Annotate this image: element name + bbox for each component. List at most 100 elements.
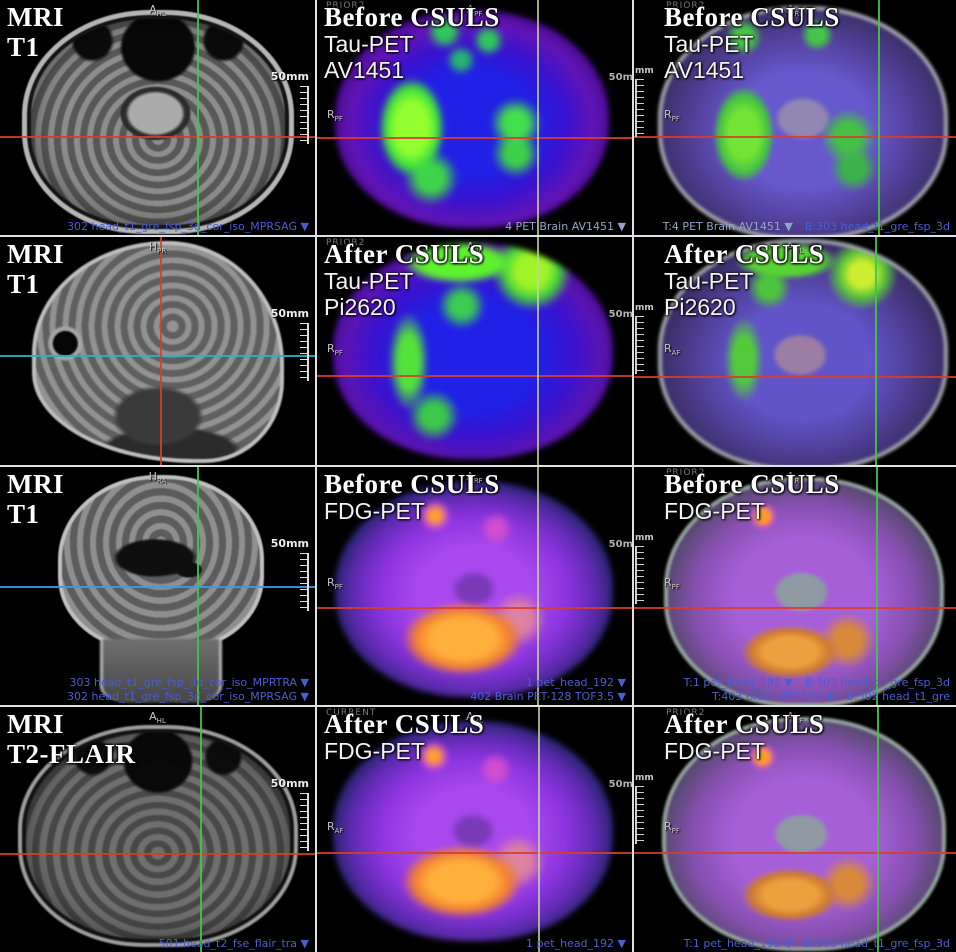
- crosshair-vertical[interactable]: [537, 0, 539, 235]
- series-selector[interactable]: 1 pet_head_192 ▼: [526, 676, 626, 689]
- orientation-marker-left: RPF: [664, 819, 680, 835]
- series-status: T:4 PET Brain AV1451 ▼ B:303 head_t1_gre_…: [663, 220, 950, 234]
- sequence-label: T1: [7, 32, 40, 63]
- series-status: T:1 pet_head_192 ▼ B:303 head_t1_gre_fsp_…: [684, 937, 950, 951]
- fdg-pet-image: [333, 721, 613, 941]
- crosshair-horizontal[interactable]: [634, 852, 956, 854]
- series-selector[interactable]: 402 Brain PET-128 TOF3.5 ▼: [470, 690, 626, 703]
- modality-label: FDG-PET: [324, 498, 425, 525]
- modality-label: Tau-PET: [324, 31, 414, 58]
- viewport-r2c3-tau-fusion-after[interactable]: After CSULS Tau-PET Pi2620 AHL RAF mm: [634, 237, 956, 467]
- crosshair-horizontal[interactable]: [634, 136, 956, 138]
- series-selector[interactable]: T:1 pet_head_192 ▼ B:303 head_t1_gre_fsp_…: [683, 937, 950, 950]
- scale-ruler: 50mm: [271, 70, 309, 144]
- crosshair-horizontal[interactable]: [317, 375, 632, 377]
- orientation-marker-left: RPF: [664, 576, 680, 592]
- condition-label: Before CSULS: [664, 469, 840, 499]
- panel-title: MRI T1: [7, 2, 64, 62]
- orientation-marker-top: HPR: [148, 240, 167, 256]
- orientation-marker-top: AHL: [149, 710, 166, 726]
- viewport-r1c3-tau-fusion-before[interactable]: PRIOR2 Before CSULS Tau-PET AV1451 ARF R…: [634, 0, 956, 237]
- series-selector[interactable]: 303 head_t1_gre_fsp_3d_cor_iso_MPRTRA ▼: [69, 676, 309, 689]
- tracer-label: Pi2620: [664, 293, 736, 320]
- scale-ruler: mm: [635, 533, 654, 604]
- viewport-r2c1-mri-t1-sagittal[interactable]: MRI T1 HPR 50mm: [0, 237, 317, 467]
- crosshair-vertical[interactable]: [875, 237, 877, 465]
- crosshair-horizontal[interactable]: [0, 355, 315, 357]
- crosshair-horizontal[interactable]: [0, 136, 315, 138]
- ruler-ticks-icon: [300, 323, 309, 381]
- crosshair-horizontal[interactable]: [634, 376, 956, 378]
- crosshair-horizontal[interactable]: [0, 586, 315, 588]
- viewport-r3c1-mri-t1-coronal[interactable]: MRI T1 HRA 50mm 303 head_t1_gre_fsp_3d_c…: [0, 467, 317, 707]
- series-selector[interactable]: 302 head_t1_gre_fsp_3d_cor_iso_MPRSAG ▼: [67, 220, 309, 233]
- orientation-marker-top: HRA: [148, 470, 167, 486]
- viewport-r2c2-tau-pet-after[interactable]: PRIOR2 After CSULS Tau-PET Pi2620 APF RP…: [317, 237, 634, 467]
- series-selector[interactable]: 501 head_t2_fse_flair_tra ▼: [158, 937, 309, 950]
- crosshair-vertical[interactable]: [200, 707, 202, 952]
- mri-t2-flair-image: [18, 725, 298, 947]
- series-selector[interactable]: 4 PET Brain AV1451 ▼: [505, 220, 626, 233]
- series-status: 303 head_t1_gre_fsp_3d_cor_iso_MPRTRA ▼ …: [67, 676, 309, 704]
- series-selector[interactable]: T:4 PET Brain AV1451 ▼ B:303 head_t1_gre_…: [662, 220, 950, 233]
- viewport-r4c3-fdg-fusion-after[interactable]: PRIOR2 After CSULS FDG-PET ARF RPF mm T:…: [634, 707, 956, 952]
- scale-ruler: 50mm: [271, 307, 309, 381]
- orientation-marker-top: ARF: [786, 470, 804, 486]
- viewport-r1c1-mri-t1-axial[interactable]: MRI T1 AHL 50mm 302 head_t1_gre_fsp_3d_c…: [0, 0, 317, 237]
- study-corner-label: PRIOR2: [666, 708, 706, 718]
- series-status: 501 head_t2_fse_flair_tra ▼: [159, 937, 309, 951]
- viewport-r4c2-fdg-pet-after[interactable]: CURRENT After CSULS FDG-PET AHL RAF 50m …: [317, 707, 634, 952]
- crosshair-horizontal[interactable]: [317, 852, 632, 854]
- crosshair-horizontal[interactable]: [0, 853, 315, 855]
- fdg-pet-mri-fusion-image: [662, 717, 946, 951]
- ruler-ticks-icon: [635, 79, 644, 137]
- fdg-pet-mri-fusion-image: [664, 477, 944, 705]
- panel-title: Before CSULS FDG-PET: [324, 469, 500, 525]
- crosshair-vertical[interactable]: [877, 707, 879, 952]
- orientation-marker-left: RPF: [327, 108, 343, 124]
- modality-label: FDG-PET: [664, 498, 765, 525]
- series-status: 1 pet_head_192 ▼: [526, 937, 626, 951]
- orientation-marker-left: RPF: [327, 576, 343, 592]
- orientation-marker-left: RPF: [327, 341, 343, 358]
- viewport-r3c3-fdg-fusion-before[interactable]: PRIOR2 Before CSULS FDG-PET ARF RPF mm T…: [634, 467, 956, 707]
- study-corner-label: PRIOR2: [326, 1, 366, 11]
- crosshair-vertical[interactable]: [876, 467, 878, 705]
- tau-pet-mri-fusion-image: [658, 239, 948, 465]
- scale-ruler: mm: [635, 773, 654, 844]
- crosshair-vertical[interactable]: [878, 0, 880, 235]
- tracer-label: AV1451: [664, 56, 745, 83]
- series-selector[interactable]: T:403 Brain PET-512 ▼ B:302 head_t1_gre: [712, 690, 950, 703]
- series-selector[interactable]: 302 head_t1_gre_fsp_3d_cor_iso_MPRSAG ▼: [67, 690, 309, 703]
- orientation-marker-top: ARF: [786, 3, 804, 19]
- series-status: 4 PET Brain AV1451 ▼: [505, 220, 626, 234]
- crosshair-vertical[interactable]: [197, 467, 199, 705]
- tracer-label: AV1451: [324, 56, 405, 83]
- crosshair-horizontal[interactable]: [317, 607, 632, 609]
- crosshair-vertical[interactable]: [160, 237, 162, 465]
- condition-label: After CSULS: [664, 709, 825, 739]
- ruler-ticks-icon: [635, 546, 644, 604]
- modality-label: Tau-PET: [664, 31, 754, 58]
- scale-label: 50mm: [270, 307, 309, 320]
- tracer-label: Pi2620: [324, 293, 396, 320]
- scale-label-partial: 50m: [608, 309, 633, 320]
- viewport-r1c2-tau-pet-before[interactable]: PRIOR2 Before CSULS Tau-PET AV1451 APF R…: [317, 0, 634, 237]
- crosshair-vertical[interactable]: [538, 707, 540, 952]
- ruler-ticks-icon: [300, 86, 309, 144]
- series-selector[interactable]: T:1 pet_head_192 ▼ B:303 head_t1_gre_fsp_…: [683, 676, 950, 689]
- viewport-r4c1-mri-t2-flair[interactable]: MRI T2-FLAIR AHL 50mm 501 head_t2_fse_fl…: [0, 707, 317, 952]
- crosshair-vertical[interactable]: [537, 237, 539, 465]
- orientation-marker-top: APF: [466, 240, 483, 256]
- scale-ruler: 50mm: [271, 777, 309, 851]
- crosshair-horizontal[interactable]: [634, 607, 956, 609]
- viewport-r3c2-fdg-pet-before[interactable]: Before CSULS FDG-PET ARF RPF 50m 1 pet_h…: [317, 467, 634, 707]
- orientation-marker-left: RAF: [664, 341, 681, 358]
- mri-neck-image: [100, 639, 222, 703]
- crosshair-vertical[interactable]: [537, 467, 539, 705]
- crosshair-horizontal[interactable]: [317, 137, 632, 139]
- condition-label: Before CSULS: [664, 2, 840, 32]
- crosshair-vertical[interactable]: [197, 0, 199, 235]
- series-selector[interactable]: 1 pet_head_192 ▼: [526, 937, 626, 950]
